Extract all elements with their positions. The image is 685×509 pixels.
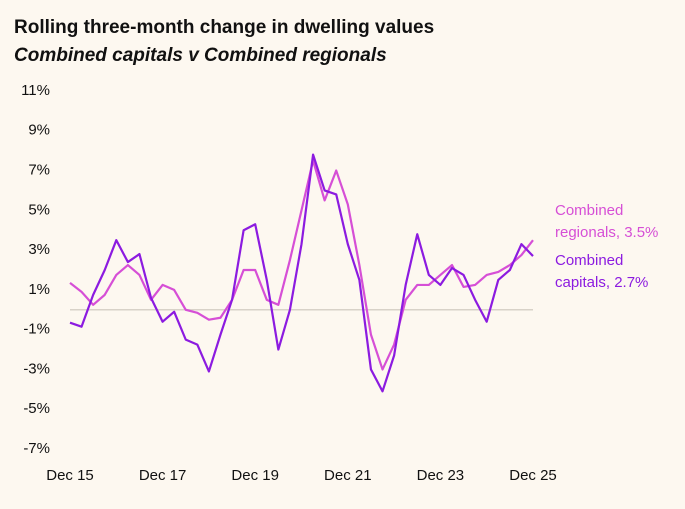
y-tick-label: 9% (28, 122, 50, 139)
x-tick-label: Dec 21 (324, 467, 372, 484)
x-tick-label: Dec 17 (139, 467, 187, 484)
x-tick-label: Dec 15 (46, 467, 94, 484)
y-tick-label: -7% (23, 440, 50, 457)
y-tick-label: 7% (28, 162, 50, 179)
series-label: Combined regionals, 3.5% (555, 202, 659, 241)
y-tick-label: -1% (23, 321, 50, 338)
chart-subtitle: Combined capitals v Combined regionals (14, 45, 387, 66)
chart-title: Rolling three-month change in dwelling v… (14, 17, 434, 38)
y-tick-label: 3% (28, 241, 50, 258)
series-line (69, 159, 534, 371)
series-line (69, 153, 534, 393)
x-tick-label: Dec 19 (231, 467, 279, 484)
x-tick-label: Dec 25 (509, 467, 557, 484)
y-tick-label: 11% (21, 82, 50, 99)
y-tick-label: 1% (28, 281, 50, 298)
y-tick-label: -3% (23, 360, 50, 377)
y-tick-label: 5% (28, 201, 50, 218)
series-label: Combined capitals, 2.7% (555, 252, 649, 291)
x-tick-label: Dec 23 (417, 467, 465, 484)
y-tick-label: -5% (23, 400, 50, 417)
